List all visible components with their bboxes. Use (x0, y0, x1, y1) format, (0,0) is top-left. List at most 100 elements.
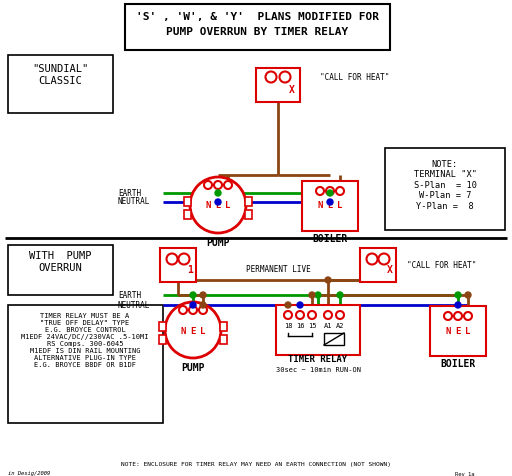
Circle shape (337, 292, 343, 298)
Circle shape (214, 181, 222, 189)
Circle shape (166, 254, 178, 265)
Text: PUMP: PUMP (181, 363, 205, 373)
Circle shape (189, 306, 197, 314)
Circle shape (215, 199, 221, 205)
Text: PERMANENT LIVE: PERMANENT LIVE (246, 266, 310, 275)
Circle shape (367, 254, 377, 265)
Text: Rev 1a: Rev 1a (455, 472, 475, 476)
Text: X: X (387, 265, 393, 275)
FancyBboxPatch shape (245, 197, 252, 206)
FancyBboxPatch shape (256, 68, 300, 102)
Text: BOILER: BOILER (312, 234, 348, 244)
Text: 15: 15 (308, 323, 316, 329)
FancyBboxPatch shape (159, 322, 166, 331)
Circle shape (444, 312, 452, 320)
FancyBboxPatch shape (245, 210, 252, 219)
Circle shape (336, 187, 344, 195)
Text: TIMER RELAY: TIMER RELAY (288, 356, 348, 365)
Text: E: E (216, 201, 221, 210)
Circle shape (199, 306, 207, 314)
FancyBboxPatch shape (8, 245, 113, 295)
FancyBboxPatch shape (220, 335, 227, 344)
Circle shape (316, 187, 324, 195)
Circle shape (465, 292, 471, 298)
Circle shape (336, 311, 344, 319)
Text: 'S' , 'W', & 'Y'  PLANS MODIFIED FOR: 'S' , 'W', & 'Y' PLANS MODIFIED FOR (136, 12, 378, 22)
Text: PUMP: PUMP (206, 238, 230, 248)
FancyBboxPatch shape (430, 306, 486, 356)
Text: A1: A1 (324, 323, 332, 329)
Circle shape (165, 302, 221, 358)
FancyBboxPatch shape (385, 148, 505, 230)
Circle shape (327, 199, 333, 205)
Circle shape (280, 71, 290, 82)
Circle shape (285, 302, 291, 308)
Text: N: N (317, 201, 323, 210)
Text: PUMP OVERRUN BY TIMER RELAY: PUMP OVERRUN BY TIMER RELAY (166, 27, 348, 37)
Text: 18: 18 (284, 323, 292, 329)
Text: "CALL FOR HEAT": "CALL FOR HEAT" (320, 72, 389, 81)
Text: NOTE: ENCLOSURE FOR TIMER RELAY MAY NEED AN EARTH CONNECTION (NOT SHOWN): NOTE: ENCLOSURE FOR TIMER RELAY MAY NEED… (121, 462, 391, 467)
FancyBboxPatch shape (125, 4, 390, 50)
Text: N: N (445, 327, 451, 336)
Text: "SUNDIAL"
CLASSIC: "SUNDIAL" CLASSIC (32, 64, 88, 86)
Circle shape (190, 177, 246, 233)
Circle shape (215, 190, 221, 196)
Circle shape (204, 181, 212, 189)
Circle shape (284, 311, 292, 319)
Circle shape (325, 277, 331, 283)
Text: in Desig/2009: in Desig/2009 (8, 472, 50, 476)
Circle shape (297, 302, 303, 308)
Circle shape (324, 311, 332, 319)
Text: 1: 1 (187, 265, 193, 275)
Text: N: N (180, 327, 186, 336)
Circle shape (308, 311, 316, 319)
Text: 30sec ~ 10min RUN-ON: 30sec ~ 10min RUN-ON (275, 367, 360, 373)
Circle shape (464, 312, 472, 320)
Text: E: E (455, 327, 461, 336)
Text: EARTH: EARTH (118, 188, 141, 198)
Text: TIMER RELAY MUST BE A
"TRUE OFF DELAY" TYPE
E.G. BROYCE CONTROL
M1EDF 24VAC/DC//: TIMER RELAY MUST BE A "TRUE OFF DELAY" T… (22, 313, 149, 368)
Text: EARTH: EARTH (118, 290, 141, 299)
Circle shape (454, 312, 462, 320)
Text: N: N (205, 201, 210, 210)
Text: BOILER: BOILER (440, 359, 476, 369)
Circle shape (190, 302, 196, 308)
FancyBboxPatch shape (324, 333, 344, 345)
Circle shape (200, 302, 206, 308)
FancyBboxPatch shape (276, 305, 360, 355)
Circle shape (327, 190, 333, 196)
Circle shape (315, 292, 321, 298)
Circle shape (179, 306, 187, 314)
Circle shape (179, 254, 189, 265)
Text: WITH  PUMP
OVERRUN: WITH PUMP OVERRUN (29, 251, 91, 273)
Text: NEUTRAL: NEUTRAL (118, 300, 151, 309)
Text: 16: 16 (296, 323, 304, 329)
Text: NEUTRAL: NEUTRAL (118, 198, 151, 207)
FancyBboxPatch shape (184, 210, 191, 219)
Circle shape (224, 181, 232, 189)
Circle shape (296, 311, 304, 319)
Text: NOTE:
TERMINAL "X"
S-Plan  = 10
W-Plan = 7
Y-Plan =  8: NOTE: TERMINAL "X" S-Plan = 10 W-Plan = … (414, 160, 477, 210)
FancyBboxPatch shape (8, 305, 163, 423)
FancyBboxPatch shape (302, 181, 358, 231)
Text: A2: A2 (336, 323, 344, 329)
Circle shape (266, 71, 276, 82)
Text: L: L (200, 327, 206, 336)
Text: X: X (289, 85, 295, 95)
FancyBboxPatch shape (159, 335, 166, 344)
FancyBboxPatch shape (184, 197, 191, 206)
FancyBboxPatch shape (220, 322, 227, 331)
FancyBboxPatch shape (360, 248, 396, 282)
Text: "CALL FOR HEAT": "CALL FOR HEAT" (407, 260, 476, 269)
Circle shape (190, 292, 196, 298)
FancyBboxPatch shape (8, 55, 113, 113)
Circle shape (326, 187, 334, 195)
FancyBboxPatch shape (160, 248, 196, 282)
Text: L: L (465, 327, 471, 336)
Text: L: L (225, 201, 231, 210)
Circle shape (455, 302, 461, 308)
Circle shape (378, 254, 390, 265)
Text: E: E (327, 201, 333, 210)
Circle shape (309, 292, 315, 298)
